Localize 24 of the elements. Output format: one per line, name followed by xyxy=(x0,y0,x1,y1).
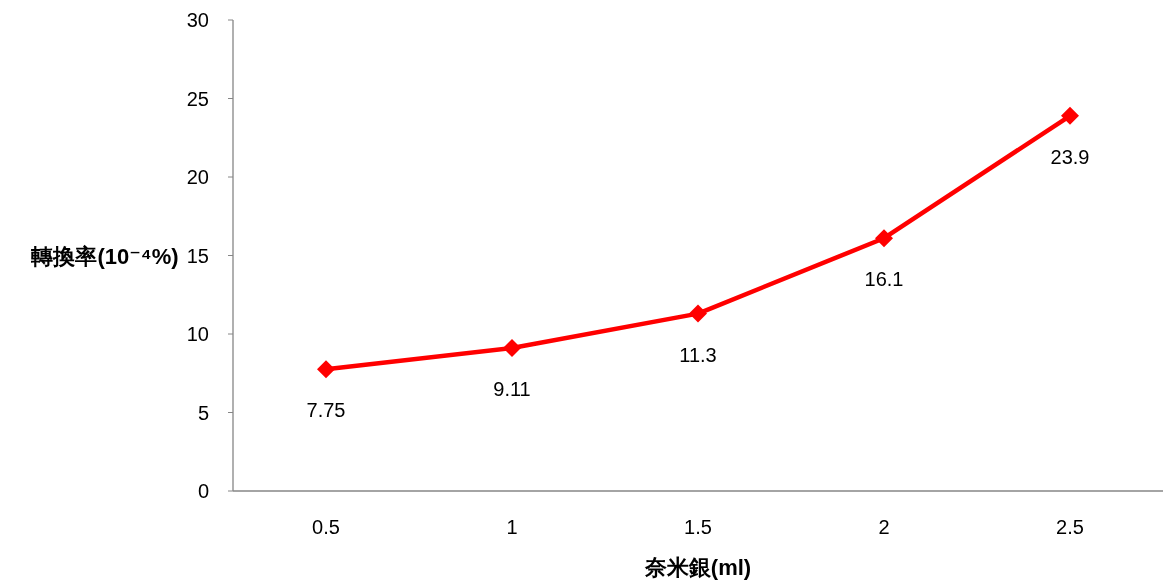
y-tick-label: 5 xyxy=(197,401,209,424)
x-tick-label: 2 xyxy=(878,516,890,538)
data-label: 11.3 xyxy=(679,343,717,366)
x-tick-label: 2.5 xyxy=(1056,516,1084,538)
point xyxy=(317,360,335,379)
y-tick-label: 10 xyxy=(186,323,209,345)
x-axis-title: 奈米銀(ml) xyxy=(643,555,752,580)
y-tick-label: 15 xyxy=(186,244,209,267)
y-tick-label: 30 xyxy=(186,9,209,31)
y-tick-label: 25 xyxy=(186,87,209,110)
x-tick-label: 1 xyxy=(506,516,518,538)
data-label: 9.11 xyxy=(493,377,531,400)
x-tick-label: 0.5 xyxy=(312,516,340,538)
data-label: 23.9 xyxy=(1050,145,1090,168)
x-tick-label: 1.5 xyxy=(684,516,712,538)
point xyxy=(503,338,521,357)
point xyxy=(689,304,707,323)
y-tick-label: 0 xyxy=(197,480,209,502)
point xyxy=(1061,106,1079,125)
y-tick-label: 20 xyxy=(186,166,209,188)
y-axis-title: 轉換率(10⁻⁴%) xyxy=(30,244,179,269)
point xyxy=(875,229,893,248)
data-label: 7.75 xyxy=(306,399,346,422)
data-label: 16.1 xyxy=(864,268,904,291)
